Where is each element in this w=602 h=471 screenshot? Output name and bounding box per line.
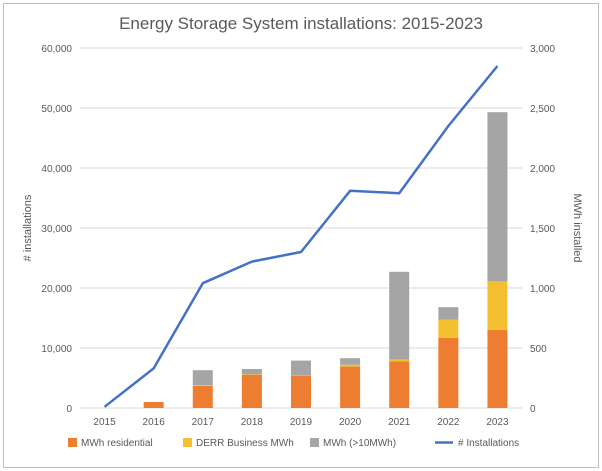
x-tick-label: 2019 (290, 417, 313, 428)
legend-label: MWh residential (81, 438, 153, 449)
right-tick-label: 2,500 (530, 104, 555, 115)
bar-segment (487, 112, 508, 282)
legend-swatch (310, 438, 319, 447)
right-tick-label: 0 (530, 404, 536, 415)
left-tick-label: 40,000 (41, 164, 72, 175)
bar-segment (340, 366, 361, 408)
bar-segment (192, 385, 213, 408)
x-tick-label: 2021 (388, 417, 411, 428)
bar-segment (487, 330, 508, 408)
x-axis-ticks: 2015 2016 2017 2018 2019 2020 2021 2022 2023 (93, 417, 509, 428)
legend-label: DERR Business MWh (196, 438, 294, 449)
bar-segment (192, 370, 213, 386)
x-tick-label: 2015 (93, 417, 116, 428)
left-tick-label: 0 (66, 404, 72, 415)
bar-segment (192, 385, 213, 386)
legend: MWh residential DERR Business MWh MWh (>10… (68, 438, 519, 449)
bar-segment (291, 375, 311, 408)
installations-line (103, 65, 499, 408)
left-tick-label: 20,000 (41, 284, 72, 295)
bar-segment (438, 337, 459, 408)
bar-segment (389, 271, 410, 360)
right-axis-ticks: 0 500 1,000 1,500 2,000 2,500 3,000 (530, 44, 555, 415)
x-tick-label: 2023 (486, 417, 509, 428)
legend-label: # Installations (458, 438, 519, 449)
bar-segment (340, 358, 361, 365)
x-tick-label: 2022 (437, 417, 460, 428)
right-tick-label: 3,000 (530, 44, 555, 55)
x-tick-label: 2018 (241, 417, 264, 428)
left-axis-label: # installations (22, 194, 34, 261)
bar-segment (241, 375, 262, 408)
bar-segment (389, 359, 410, 362)
right-tick-label: 500 (530, 344, 547, 355)
bars (143, 112, 508, 408)
legend-label: MWh (>10MWh) (323, 438, 396, 449)
bar-segment (389, 361, 410, 408)
bar-segment (340, 364, 361, 367)
x-tick-label: 2016 (143, 417, 166, 428)
left-axis-ticks: 0 10,000 20,000 30,000 40,000 50,000 60,000 (41, 44, 72, 415)
bar-segment (438, 319, 459, 338)
right-tick-label: 1,500 (530, 224, 555, 235)
bar-segment (241, 374, 262, 375)
right-axis-label: MWh installed (571, 193, 583, 262)
x-tick-label: 2017 (192, 417, 215, 428)
right-tick-label: 2,000 (530, 164, 555, 175)
right-tick-label: 1,000 (530, 284, 555, 295)
bar-segment (143, 402, 164, 408)
chart-title: Energy Storage System installations: 201… (119, 14, 483, 33)
installations-polyline (103, 65, 499, 408)
legend-swatch (183, 438, 192, 447)
bar-segment (438, 307, 459, 320)
left-tick-label: 60,000 (41, 44, 72, 55)
left-tick-label: 30,000 (41, 224, 72, 235)
left-tick-label: 50,000 (41, 104, 72, 115)
bar-segment (291, 375, 311, 376)
bar-segment (241, 369, 262, 375)
legend-swatch (68, 438, 77, 447)
bar-segment (291, 360, 311, 375)
bar-segment (487, 281, 508, 330)
x-tick-label: 2020 (339, 417, 362, 428)
left-tick-label: 10,000 (41, 344, 72, 355)
